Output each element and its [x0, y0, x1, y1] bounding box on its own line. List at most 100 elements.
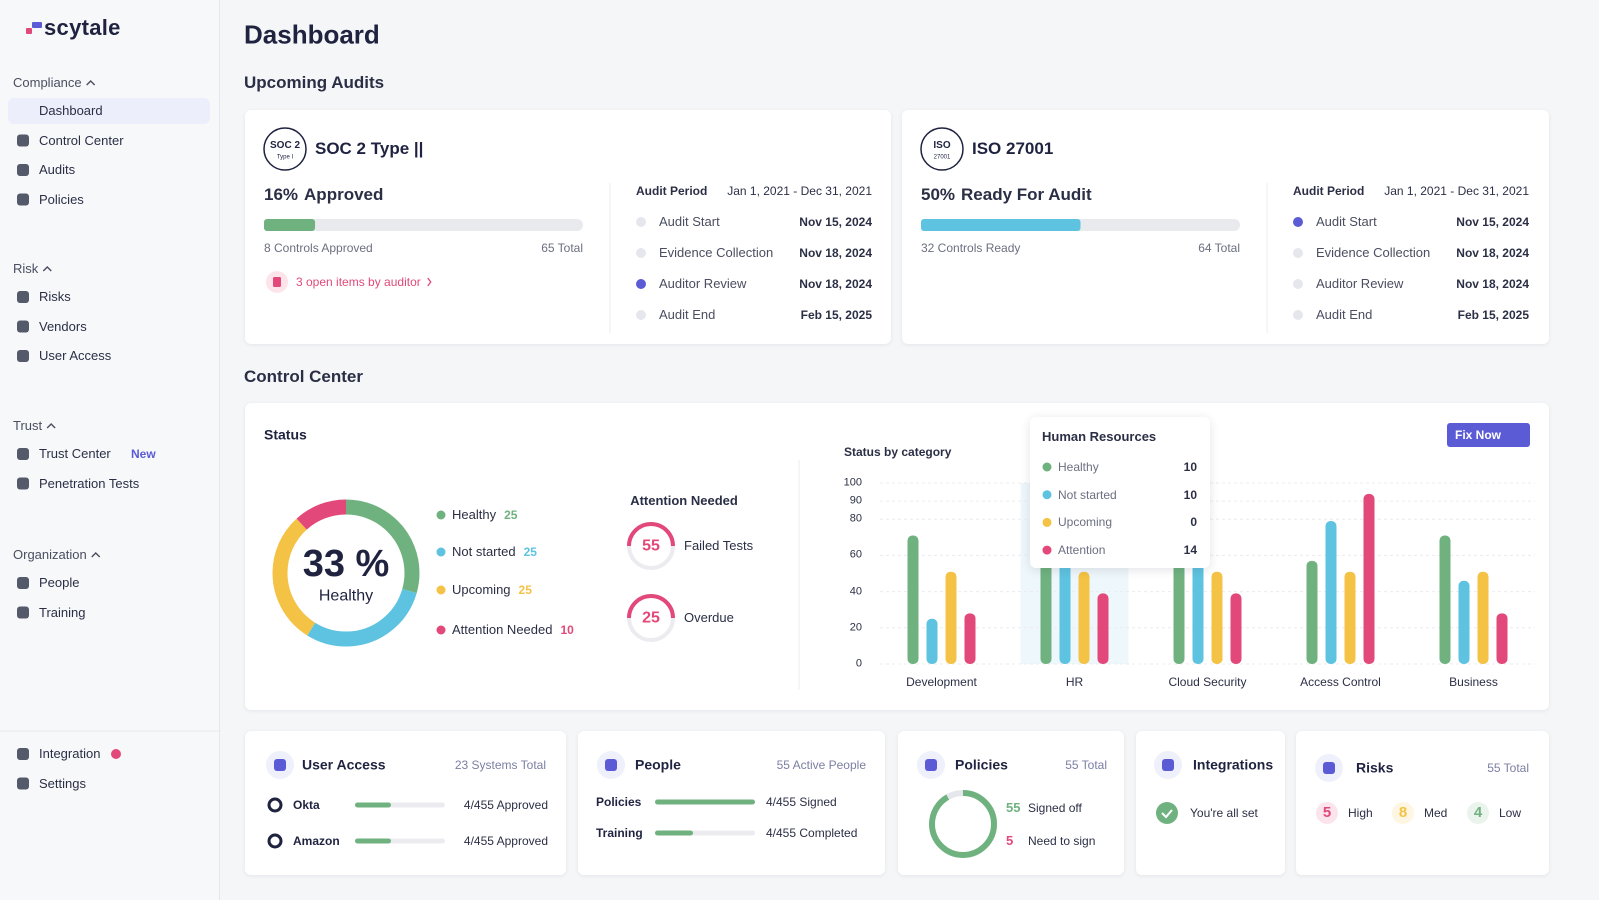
tooltip-name: Attention: [1058, 542, 1106, 557]
milestone-date: Nov 18, 2024: [799, 245, 872, 260]
nav-item[interactable]: Dashboard: [39, 103, 103, 119]
tooltip-name: Upcoming: [1058, 515, 1113, 530]
legend-dot: [1042, 517, 1052, 527]
widget-title: Integrations: [1193, 756, 1274, 773]
audit-percent: 50%: [921, 184, 956, 204]
audit-badge-text: ISO: [933, 140, 951, 151]
attention-title: Attention Needed: [630, 493, 738, 509]
milestone-name: Audit Start: [1316, 214, 1377, 230]
period-label: Audit Period: [636, 183, 708, 198]
nav-item[interactable]: User Access: [39, 348, 112, 364]
tooltip-value: 0: [1190, 515, 1197, 530]
widget-card: [1296, 731, 1549, 875]
nav-section-title: Organization: [13, 547, 87, 563]
audit-name: ISO 27001: [972, 138, 1054, 158]
button[interactable]: [1447, 423, 1530, 447]
nav-item[interactable]: Trust Center: [39, 446, 111, 462]
attention-value: 25: [642, 609, 660, 627]
progress-total: 64 Total: [1198, 240, 1240, 255]
y-tick-label: 100: [843, 476, 862, 489]
legend-value: 10: [560, 622, 574, 637]
y-tick-label: 90: [849, 494, 862, 507]
legend-dot: [1042, 545, 1052, 555]
widget-total: 23 Systems Total: [454, 757, 546, 772]
milestone-date: Nov 18, 2024: [1456, 276, 1529, 291]
tooltip-value: 14: [1183, 542, 1197, 557]
tooltip-name: Healthy: [1058, 459, 1099, 474]
tooltip-graphics: [1042, 462, 1052, 555]
milestone-name: Auditor Review: [1316, 276, 1404, 292]
period: Jan 1, 2021 - Dec 31, 2021: [727, 183, 872, 198]
risk-value: 4: [1473, 804, 1483, 821]
button-label[interactable]: Fix Now: [1455, 427, 1502, 442]
audit-badge-text: SOC 2: [269, 140, 301, 151]
x-tick-label: Development: [906, 674, 977, 689]
widget-total: 55 Total: [1065, 757, 1107, 772]
nav-item[interactable]: Training: [39, 604, 86, 620]
milestone-name: Auditor Review: [659, 276, 747, 292]
nav-item[interactable]: Settings: [39, 775, 86, 791]
nav-item[interactable]: Audits: [39, 162, 76, 178]
section-title: Upcoming Audits: [244, 72, 385, 92]
nav-item[interactable]: Vendors: [39, 318, 87, 334]
nav-badge: New: [131, 446, 156, 461]
row-name: Amazon: [293, 833, 340, 848]
legend-value: 25: [504, 507, 518, 522]
legend-dot: [1042, 490, 1052, 500]
progress-caption: 32 Controls Ready: [921, 240, 1021, 255]
chart-title: Status by category: [844, 444, 952, 459]
x-tick-label: Business: [1449, 674, 1498, 689]
audit-name: SOC 2 Type ||: [315, 138, 424, 158]
milestone-name: Audit End: [1316, 307, 1373, 323]
milestone-date: Nov 18, 2024: [1456, 245, 1529, 260]
progress-total: 65 Total: [541, 240, 583, 255]
tooltip-value: 10: [1183, 487, 1197, 502]
audit-percent: 16%: [264, 184, 299, 204]
risk-value: 5: [1322, 804, 1332, 821]
legend-name: Not started: [452, 544, 516, 560]
audit-status: Approved: [304, 184, 384, 204]
nav-item[interactable]: Policies: [39, 191, 84, 207]
attention-label: Overdue: [684, 610, 734, 626]
nav-item[interactable]: Penetration Tests: [39, 475, 140, 491]
donut-caption: Healthy: [318, 587, 374, 605]
nav-active: [8, 98, 210, 124]
risk-label: Low: [1499, 805, 1522, 820]
x-tick-label: Access Control: [1300, 674, 1381, 689]
nav-item[interactable]: Integration: [39, 746, 101, 762]
card-title: Status: [264, 426, 307, 443]
row-name: Policies: [596, 794, 642, 809]
milestone-date: Nov 18, 2024: [799, 276, 872, 291]
risk-label: High: [1348, 805, 1373, 820]
tooltip: [1030, 417, 1210, 568]
milestone-name: Audit Start: [659, 214, 720, 230]
x-tick-label: HR: [1065, 674, 1084, 689]
audit-status: Ready For Audit: [961, 184, 1092, 204]
nav-section-title: Risk: [13, 261, 39, 277]
widget-title: Policies: [955, 756, 1008, 773]
item-value: 55: [1006, 800, 1021, 816]
row-name: Training: [596, 825, 643, 840]
nav-item[interactable]: Control Center: [39, 132, 124, 148]
legend-name: Attention Needed: [452, 622, 553, 638]
row-status: 4/455 Approved: [463, 833, 548, 848]
row-name: Okta: [293, 797, 320, 812]
open-items-link[interactable]: 3 open items by auditor: [296, 274, 421, 289]
legend-dot: [1042, 462, 1052, 472]
milestone-date: Feb 15, 2025: [1457, 307, 1529, 322]
legend-value: 25: [518, 582, 532, 597]
attention-value: 55: [642, 537, 660, 555]
integration-status: You're all set: [1190, 805, 1258, 820]
nav-item[interactable]: Risks: [39, 289, 71, 305]
risk-value: 8: [1398, 804, 1408, 821]
row-status: 4/455 Completed: [766, 825, 858, 840]
audit-badge-sub: 27001: [933, 154, 951, 161]
nav-item[interactable]: People: [39, 575, 80, 591]
period-label: Audit Period: [1293, 183, 1365, 198]
milestone-date: Nov 15, 2024: [799, 214, 872, 229]
milestone-name: Evidence Collection: [1316, 245, 1431, 261]
widget-total: 55 Total: [1487, 760, 1529, 775]
milestone-name: Audit End: [659, 307, 716, 323]
page-title: Dashboard: [244, 19, 380, 50]
